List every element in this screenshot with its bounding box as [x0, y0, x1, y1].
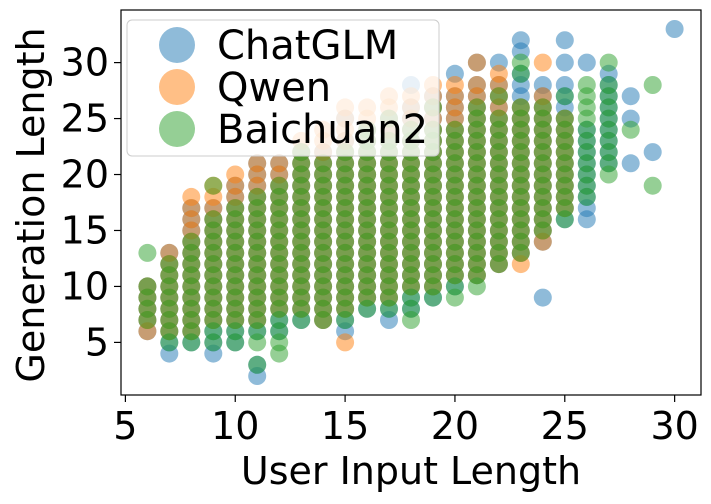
plot-frame	[120, 9, 702, 396]
data-point	[467, 98, 486, 117]
legend-label-qwen: Qwen	[217, 65, 331, 111]
y-tick-label: 25	[61, 97, 109, 141]
data-point	[599, 76, 618, 94]
y-axis-label: Generation Length	[9, 27, 53, 382]
data-point	[336, 333, 355, 352]
data-point	[643, 76, 662, 94]
x-tick-label: 5	[113, 404, 137, 448]
data-point	[248, 154, 267, 173]
data-point	[643, 176, 662, 195]
data-point	[533, 98, 552, 117]
points-layer	[138, 20, 684, 385]
data-point	[138, 277, 157, 296]
x-tick-label: 10	[211, 404, 259, 448]
legend-marker-baichuan2	[159, 111, 195, 147]
x-tick-label: 30	[650, 404, 698, 448]
data-point	[555, 31, 574, 50]
data-point	[511, 98, 530, 117]
y-tick-label: 15	[61, 208, 109, 252]
legend-label-baichuan2: Baichuan2	[217, 107, 428, 153]
data-point	[226, 199, 245, 218]
x-tick-label: 15	[321, 404, 369, 448]
data-point	[314, 154, 333, 173]
data-point	[555, 87, 574, 106]
data-point	[248, 355, 267, 374]
data-point	[270, 154, 289, 173]
y-ticks: 5 10 15 20 25 30	[61, 41, 121, 364]
data-point	[248, 187, 267, 206]
x-tick-label: 20	[431, 404, 479, 448]
data-point	[533, 53, 552, 72]
legend-marker-chatglm	[159, 27, 195, 63]
legend-marker-qwen	[159, 69, 195, 105]
x-tick-label: 25	[541, 404, 589, 448]
y-tick-label: 20	[61, 153, 109, 197]
data-point	[577, 53, 596, 72]
data-point	[467, 76, 486, 94]
data-point	[489, 109, 508, 128]
data-point	[270, 176, 289, 195]
y-tick-label: 10	[61, 264, 109, 308]
data-point	[555, 109, 574, 128]
data-point	[402, 311, 420, 329]
data-point	[621, 87, 640, 106]
data-point	[533, 288, 552, 307]
series-baichuan2	[138, 53, 662, 374]
legend-box	[126, 19, 440, 157]
data-point	[599, 53, 618, 72]
data-point	[270, 344, 289, 363]
y-tick-label: 30	[61, 41, 109, 85]
x-axis-label: User Input Length	[241, 449, 581, 493]
legend-label-chatglm: ChatGLM	[217, 23, 398, 69]
data-point	[489, 64, 508, 83]
data-point	[160, 255, 179, 274]
x-ticks: 5 10 15 20 25 30	[113, 395, 699, 448]
data-point	[511, 53, 530, 72]
data-point	[226, 165, 245, 184]
data-point	[621, 154, 640, 173]
data-point	[489, 87, 508, 106]
data-point	[182, 232, 201, 251]
data-point	[665, 20, 684, 38]
y-tick-label: 5	[85, 320, 109, 364]
data-point	[445, 76, 464, 94]
data-point	[555, 53, 574, 72]
data-point	[621, 120, 640, 139]
data-point	[445, 120, 464, 139]
data-point	[204, 176, 223, 195]
data-point	[511, 31, 530, 50]
data-point	[643, 143, 662, 162]
data-point	[138, 243, 157, 262]
data-point	[577, 76, 596, 94]
data-point	[467, 53, 486, 72]
data-point	[182, 187, 201, 206]
data-point	[204, 210, 223, 229]
